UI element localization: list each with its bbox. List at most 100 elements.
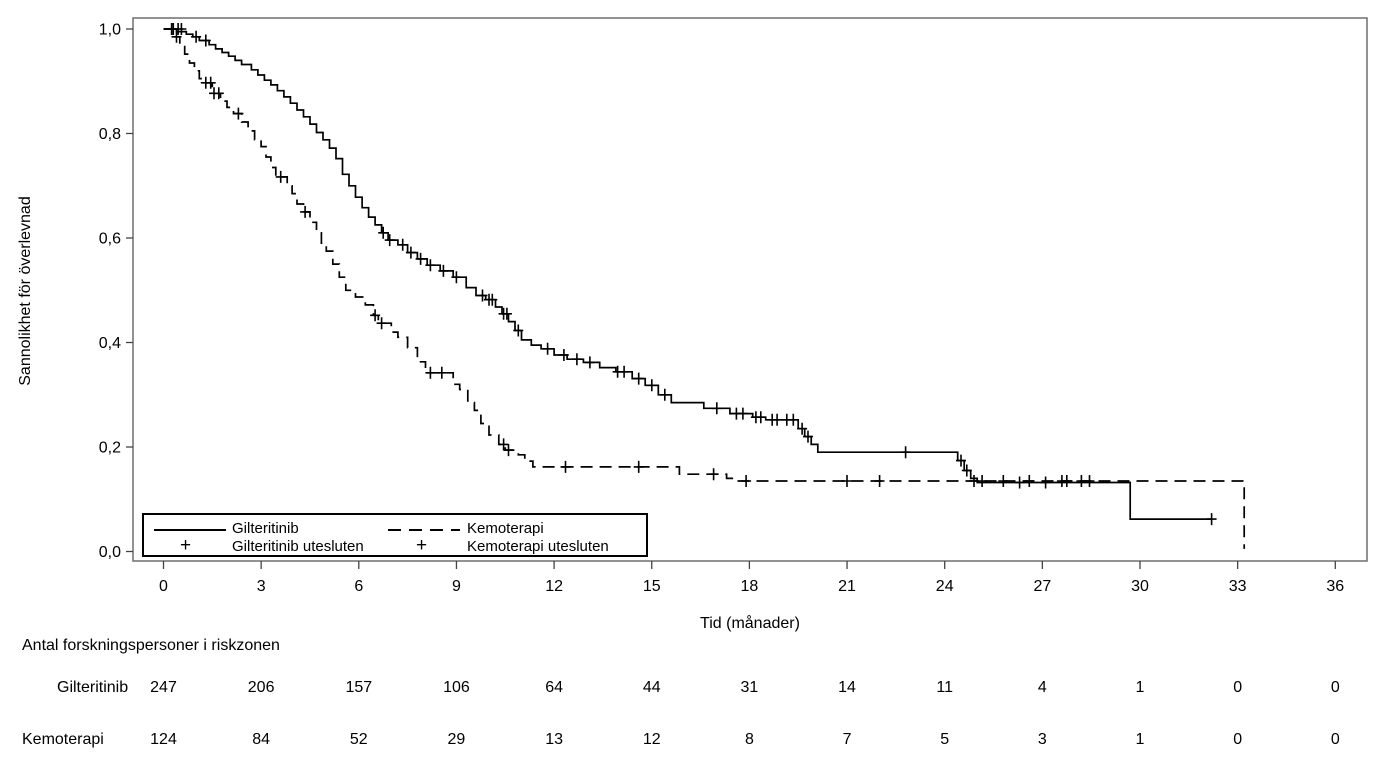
censor-plus-icon	[788, 413, 799, 426]
censor-plus-icon	[797, 422, 808, 435]
censor-plus-icon	[503, 444, 514, 457]
censor-plus-icon	[1206, 513, 1217, 526]
risk-count: 64	[545, 679, 563, 696]
km-curve-gilteritinib	[163, 28, 1212, 520]
censor-plus-icon	[998, 475, 1009, 487]
y-tick-label: 1,0	[99, 22, 121, 39]
censor-plus-icon	[755, 411, 766, 424]
risk-count: 12	[642, 731, 661, 748]
risk-count: 0	[1233, 731, 1243, 748]
risk-row-kemoterapi: Kemoterapi 124 84 52 29 13 12 8 7 5 3 1 0 0	[0, 731, 1387, 751]
censor-plus-icon	[378, 226, 389, 239]
censor-plus-icon	[200, 34, 211, 47]
x-tick-label: 9	[452, 578, 461, 595]
censor-plus-icon	[571, 353, 582, 366]
risk-count: 11	[936, 679, 953, 696]
km-curve-kemoterapi	[163, 28, 1246, 549]
solid-line-swatch	[154, 529, 226, 531]
x-tick-label: 6	[354, 578, 363, 595]
dashed-line-swatch	[388, 529, 460, 531]
censor-plus-icon	[1040, 476, 1051, 489]
risk-count: 1	[1135, 731, 1145, 748]
censor-plus-icon	[737, 407, 748, 420]
x-tick-label: 24	[936, 578, 954, 595]
censor-plus-icon	[176, 23, 187, 35]
risk-row-label: Gilteritinib	[57, 679, 129, 696]
censor-plus-icon	[803, 430, 813, 443]
legend-label-kemoterapi: Kemoterapi	[467, 520, 544, 537]
censor-plus-icon	[498, 438, 509, 451]
y-tick-label: 0,2	[99, 440, 121, 457]
x-tick-label: 30	[1131, 578, 1149, 595]
risk-row-label: Kemoterapi	[22, 731, 104, 748]
censor-plus-icon	[477, 289, 488, 302]
risk-count: 0	[1330, 679, 1340, 696]
x-tick-label: 18	[741, 578, 759, 595]
y-axis-title: Sannolikhet för överlevnad	[17, 196, 34, 386]
censor-plus-icon	[213, 87, 224, 100]
censor-plus-icon	[513, 324, 524, 337]
censor-plus-icon	[558, 349, 569, 361]
censor-plus-icon	[961, 464, 972, 477]
censor-plus-icon	[1084, 475, 1095, 487]
censor-plus-icon: +	[416, 535, 428, 556]
x-tick-label: 36	[1326, 578, 1344, 595]
censor-plus-icon	[275, 170, 286, 183]
risk-count: 13	[545, 731, 563, 748]
censor-plus-icon	[560, 460, 571, 473]
risk-count: 31	[740, 679, 759, 696]
y-tick-label: 0,0	[99, 544, 121, 561]
censor-plus-icon	[659, 388, 670, 401]
censor-plus-icon	[633, 460, 644, 473]
censor-plus-icon	[191, 30, 202, 43]
risk-count: 4	[1037, 679, 1047, 696]
x-tick-label: 33	[1229, 578, 1247, 595]
censor-plus-icon	[425, 259, 436, 272]
censor-plus-icon	[233, 107, 244, 120]
risk-count: 0	[1233, 679, 1243, 696]
risk-count: 14	[838, 679, 856, 696]
risk-count: 5	[940, 731, 950, 748]
risk-count: 0	[1330, 731, 1340, 748]
censor-plus-icon	[708, 468, 719, 481]
risk-count: 1	[1135, 679, 1145, 696]
x-tick-label: 15	[643, 578, 661, 595]
x-tick-label: 3	[257, 578, 266, 595]
censor-plus-icon	[619, 365, 630, 378]
censor-plus-icon: +	[180, 535, 192, 556]
legend-label-kemoterapi-utesluten: Kemoterapi utesluten	[467, 538, 609, 555]
censor-plus-icon	[1024, 475, 1035, 487]
censor-plus-icon	[646, 379, 657, 392]
x-tick-label: 12	[545, 578, 563, 595]
plot-frame	[132, 17, 1368, 562]
censor-plus-icon	[376, 317, 387, 330]
censor-plus-icon	[405, 246, 416, 259]
risk-count: 124	[150, 731, 177, 748]
risk-count: 52	[349, 731, 368, 748]
legend: Gilteritinib Kemoterapi + Gilteritinib u…	[142, 513, 648, 557]
censor-plus-icon	[874, 475, 885, 487]
censor-plus-icon	[741, 475, 752, 487]
censor-plus-icon	[956, 454, 966, 467]
censor-plus-icon	[425, 366, 436, 379]
y-tick-label: 0,4	[99, 335, 121, 352]
censor-plus-icon	[633, 372, 644, 385]
censor-plus-icon	[205, 76, 216, 89]
censor-plus-icon	[1014, 476, 1025, 489]
censor-plus-icon	[584, 356, 595, 369]
censor-plus-icon	[900, 446, 911, 459]
censor-plus-icon	[397, 238, 408, 251]
x-tick-label: 21	[838, 578, 856, 595]
risk-count: 44	[642, 679, 661, 696]
censor-plus-icon	[542, 342, 553, 355]
legend-label-gilteritinib: Gilteritinib	[232, 520, 299, 537]
censor-plus-icon	[415, 252, 426, 265]
legend-label-gilteritinib-utesluten: Gilteritinib utesluten	[232, 538, 364, 555]
risk-count: 7	[842, 731, 852, 748]
censor-plus-icon	[772, 413, 783, 426]
censor-marks-kemoterapi	[166, 23, 1095, 487]
risk-count: 106	[443, 679, 470, 696]
risk-count: 247	[150, 679, 177, 696]
legend-row-lines: Gilteritinib Kemoterapi	[144, 519, 646, 539]
censor-plus-icon	[501, 307, 512, 320]
